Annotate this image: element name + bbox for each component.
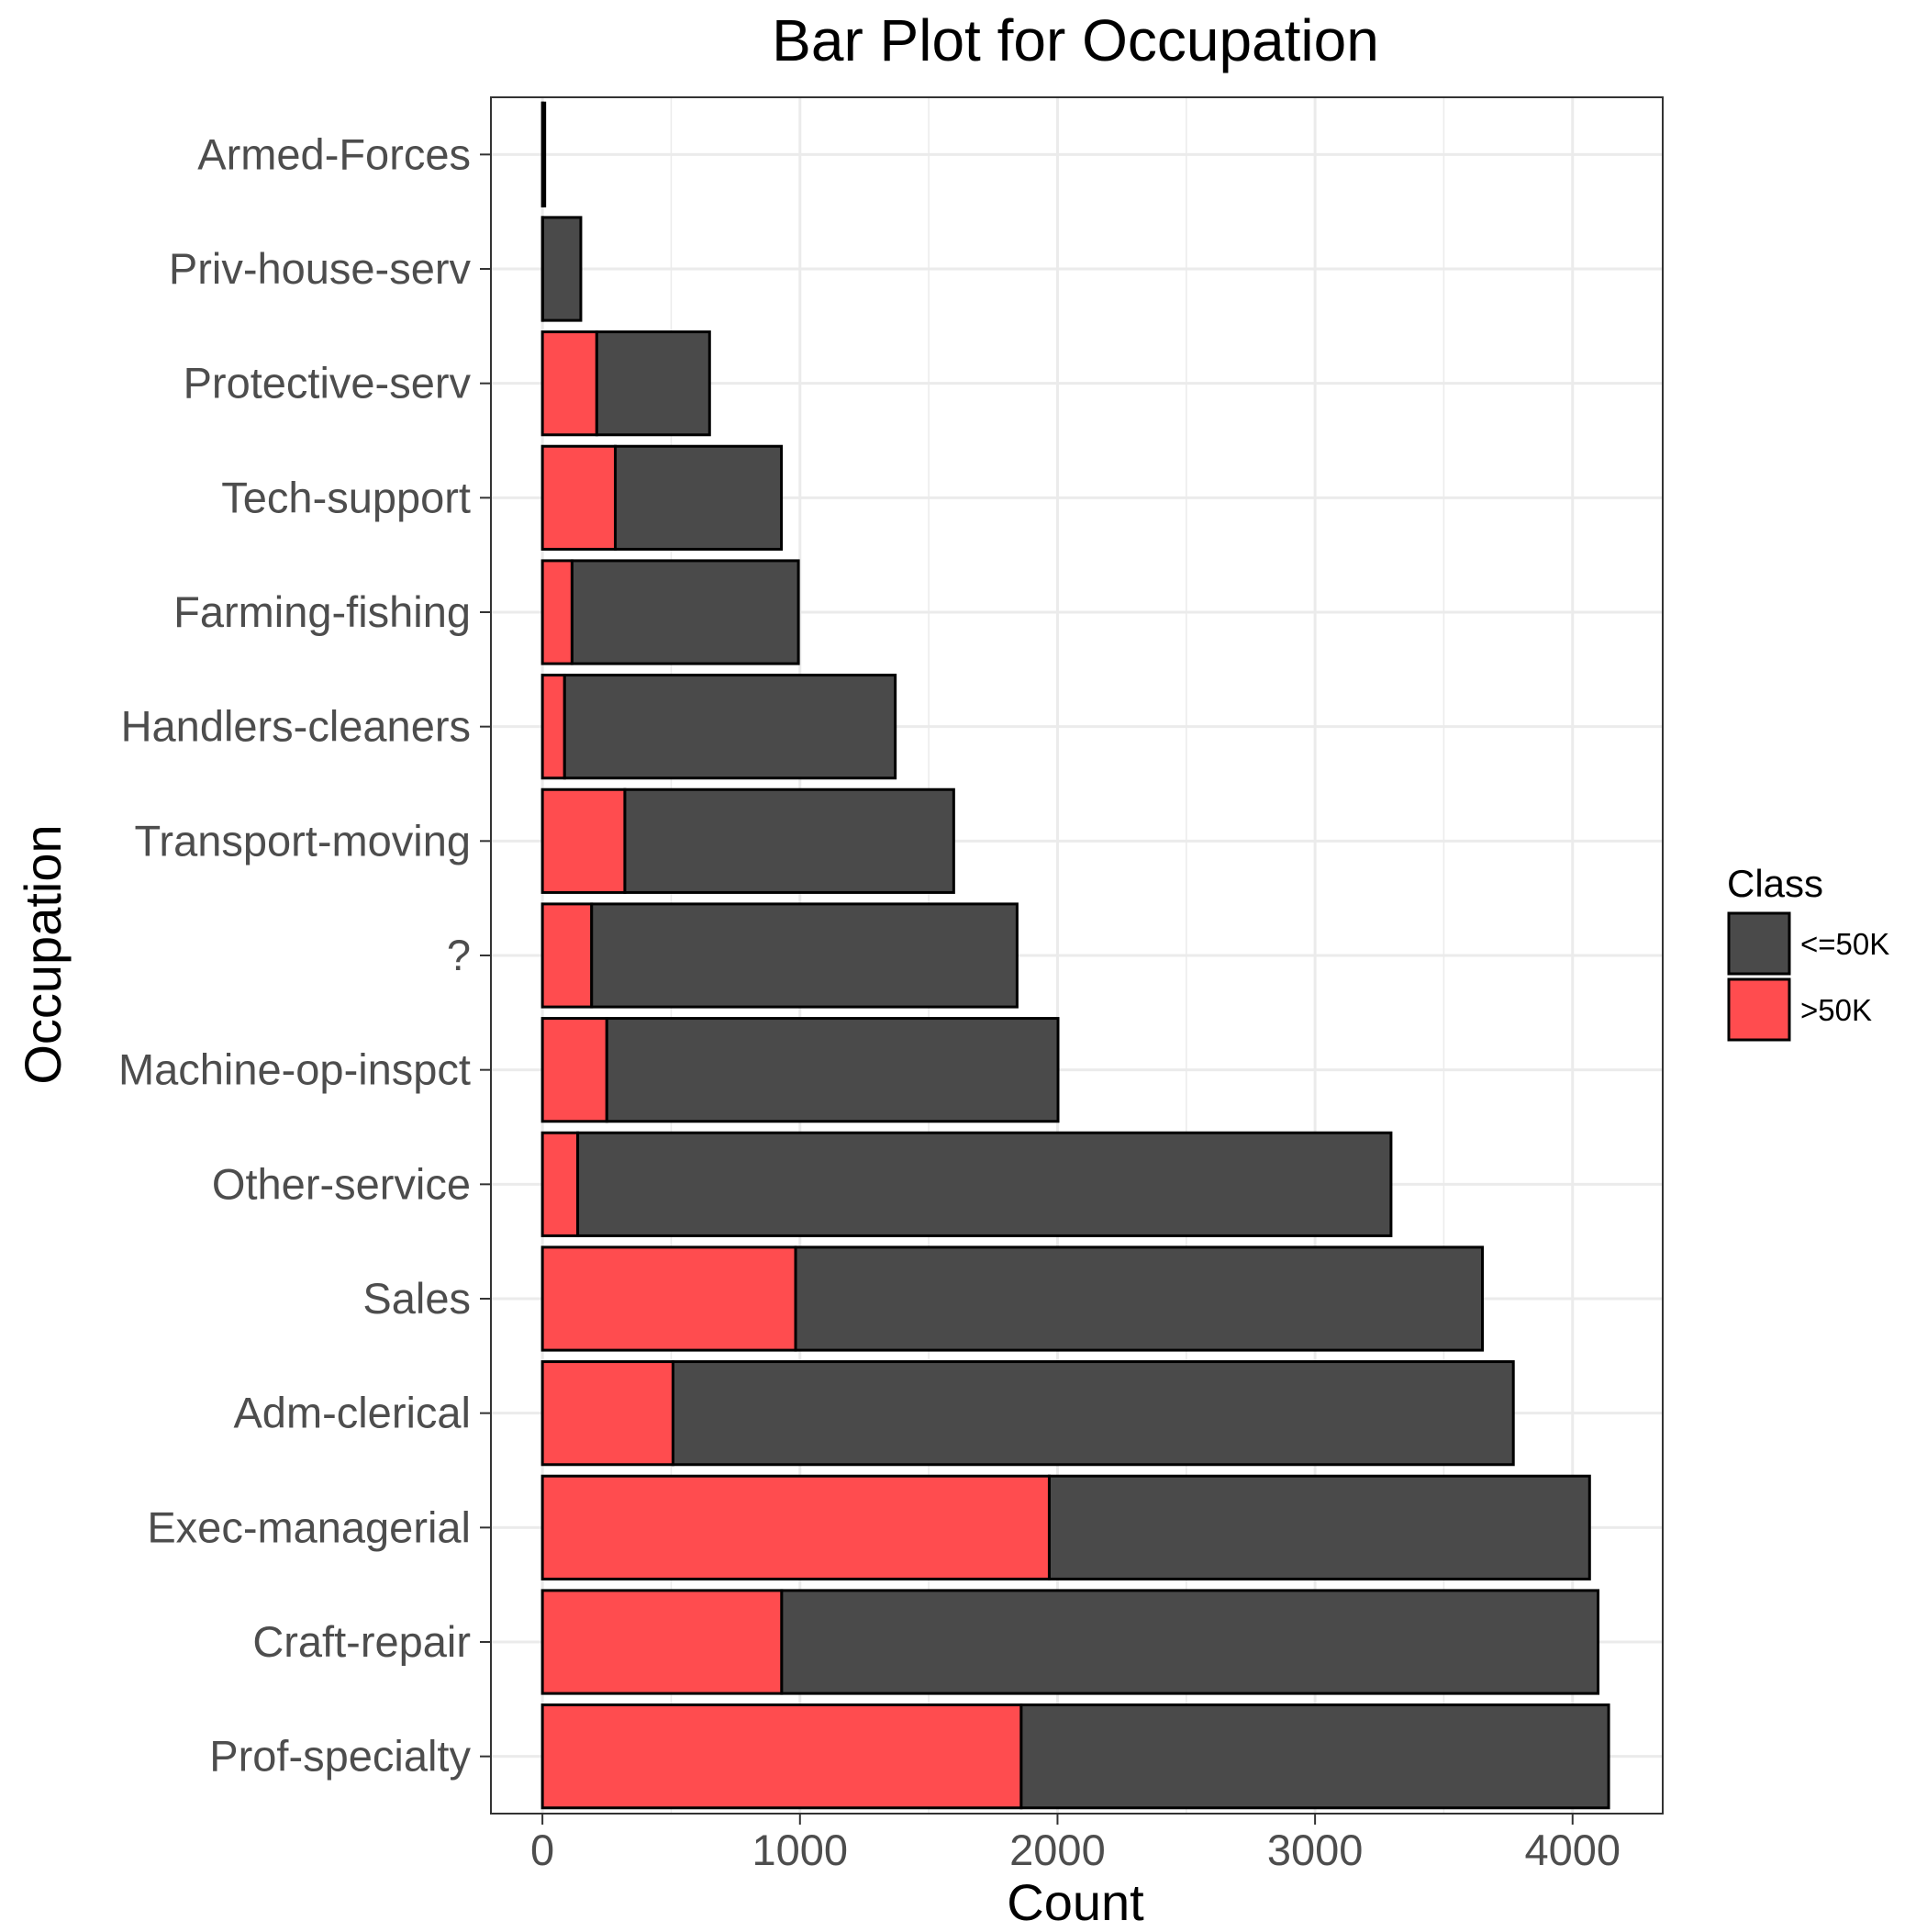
y-tick-label-sales: Sales: [362, 1274, 471, 1323]
bar-craft-repair-under-50k: [782, 1591, 1598, 1693]
y-axis-title: Occupation: [14, 824, 72, 1084]
y-tick-label-exec-managerial: Exec-managerial: [147, 1502, 471, 1551]
x-tick-label: 4000: [1524, 1826, 1621, 1874]
bar-protective-serv-under-50k: [596, 332, 709, 435]
bar-handlers-cleaners-over-50k: [542, 676, 564, 778]
legend-title: Class: [1727, 862, 1823, 905]
y-tick-label-priv-house-serv: Priv-house-serv: [169, 244, 472, 293]
y-tick-label-machine-op-inspct: Machine-op-inspct: [118, 1045, 471, 1094]
y-tick-label-unknown: ?: [447, 931, 471, 979]
y-tick-label-farming-fishing: Farming-fishing: [173, 587, 471, 636]
bar-transport-moving-under-50k: [625, 789, 953, 892]
y-tick-label-protective-serv: Protective-serv: [184, 359, 472, 408]
bar-prof-specialty-over-50k: [542, 1705, 1021, 1808]
bar-machine-op-inspct-under-50k: [607, 1019, 1058, 1122]
x-tick-label: 2000: [1009, 1826, 1106, 1874]
x-tick-label: 1000: [752, 1826, 849, 1874]
bar-farming-fishing-under-50k: [572, 561, 798, 664]
y-tick-label-craft-repair: Craft-repair: [252, 1617, 471, 1666]
bar-tech-support-over-50k: [542, 446, 615, 549]
y-tick-label-armed-forces: Armed-Forces: [197, 129, 471, 178]
bar-tech-support-under-50k: [616, 446, 782, 549]
legend-key-over-50k: [1729, 979, 1789, 1040]
bar-unknown-over-50k: [542, 904, 592, 1007]
bar-prof-specialty-under-50k: [1021, 1705, 1609, 1808]
bar-armed-forces-under-50k: [542, 103, 544, 206]
x-axis-title: Count: [1007, 1873, 1144, 1927]
bar-priv-house-serv-under-50k: [542, 218, 581, 320]
y-tick-label-tech-support: Tech-support: [221, 473, 471, 521]
bar-exec-managerial-over-50k: [542, 1476, 1049, 1579]
bar-handlers-cleaners-under-50k: [564, 676, 895, 778]
bar-sales-under-50k: [796, 1247, 1483, 1350]
bar-craft-repair-over-50k: [542, 1591, 782, 1693]
legend-label-over-50k: >50K: [1800, 993, 1872, 1027]
bar-adm-clerical-over-50k: [542, 1362, 673, 1465]
bar-adm-clerical-under-50k: [673, 1362, 1513, 1465]
y-tick-label-prof-specialty: Prof-specialty: [209, 1732, 471, 1781]
bar-other-service-over-50k: [542, 1133, 577, 1235]
y-tick-label-transport-moving: Transport-moving: [134, 816, 471, 865]
y-tick-label-handlers-cleaners: Handlers-cleaners: [121, 702, 471, 751]
legend-label-under-50k: <=50K: [1800, 927, 1889, 961]
bar-exec-managerial-under-50k: [1049, 1476, 1589, 1579]
y-tick-label-adm-clerical: Adm-clerical: [233, 1389, 471, 1437]
bar-transport-moving-over-50k: [542, 789, 625, 892]
y-tick-label-other-service: Other-service: [212, 1159, 471, 1208]
x-tick-label: 3000: [1267, 1826, 1364, 1874]
legend-key-under-50k: [1729, 913, 1789, 974]
bar-machine-op-inspct-over-50k: [542, 1019, 607, 1122]
chart-title: Bar Plot for Occupation: [772, 7, 1379, 73]
bar-farming-fishing-over-50k: [542, 561, 572, 664]
x-tick-label: 0: [530, 1826, 554, 1874]
bar-unknown-under-50k: [592, 904, 1018, 1007]
bar-protective-serv-over-50k: [542, 332, 596, 435]
bar-sales-over-50k: [542, 1247, 796, 1350]
bar-other-service-under-50k: [578, 1133, 1391, 1235]
